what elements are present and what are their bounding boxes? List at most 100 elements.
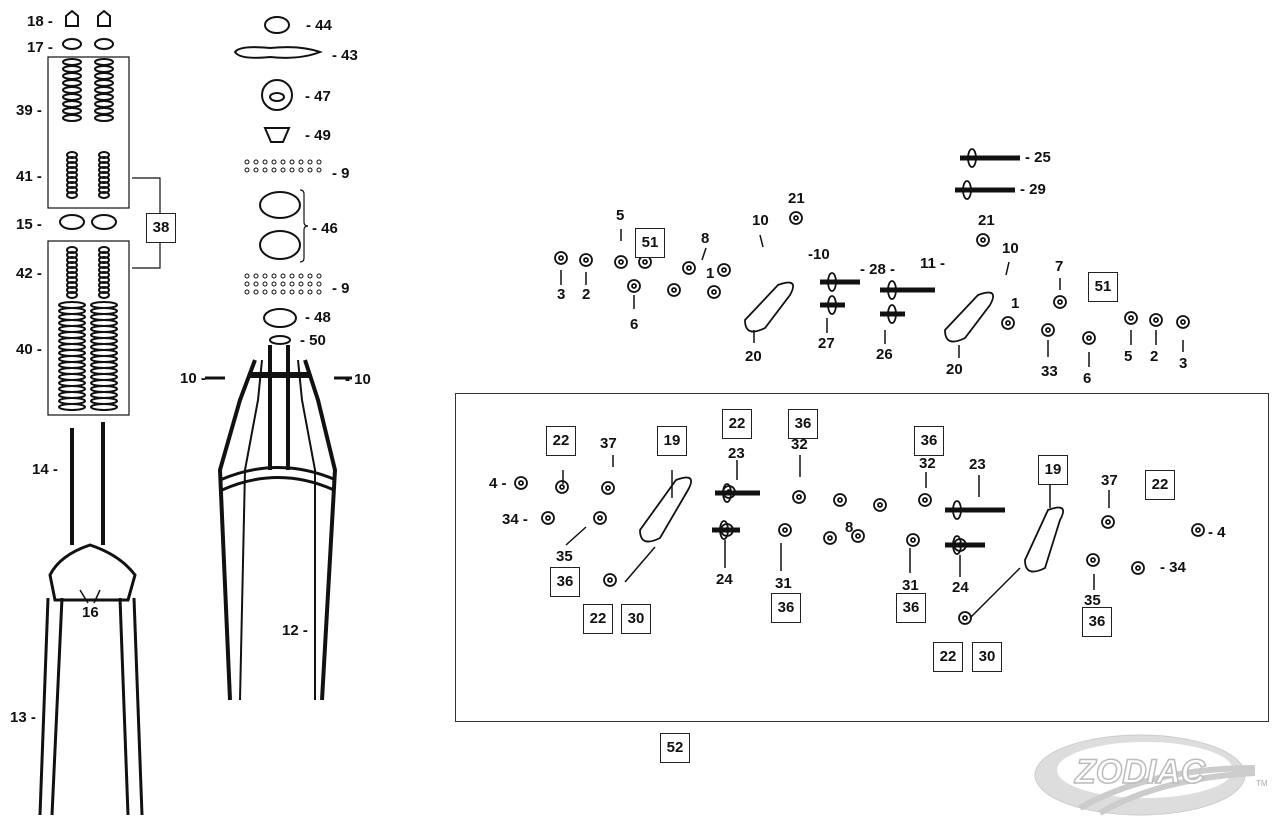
- small-part: [1131, 561, 1145, 575]
- small-part: [1124, 311, 1138, 325]
- callout-label: 2: [1150, 348, 1159, 365]
- boxed-callout-label: 36: [788, 409, 818, 439]
- bearing-ball: [298, 167, 304, 173]
- bolt-head: [719, 520, 729, 540]
- small-part: [833, 493, 847, 507]
- bearing-ball: [289, 289, 295, 295]
- callout-label: 31: [775, 575, 792, 592]
- bearing-ball: [244, 159, 250, 165]
- small-part-hole: [597, 515, 603, 521]
- bearing-ball: [253, 281, 259, 287]
- part-49: [263, 127, 291, 143]
- small-part-hole: [1057, 299, 1063, 305]
- bearing-ball: [280, 159, 286, 165]
- bearing-ball: [298, 289, 304, 295]
- small-part: [579, 253, 593, 267]
- zodiac-logo: ZODIAC TM: [1030, 728, 1270, 823]
- bearing-ball: [289, 159, 295, 165]
- callout-label: - 4: [1208, 524, 1226, 541]
- boxed-callout-label: 19: [657, 426, 687, 456]
- callout-label: 33: [1041, 363, 1058, 380]
- steering-stem: [268, 345, 290, 470]
- bolt-head: [967, 148, 977, 168]
- bolt-head: [827, 295, 837, 315]
- part-50: [269, 335, 291, 345]
- boxed-callout-label: 22: [1145, 470, 1175, 500]
- callout-label: 41 -: [16, 168, 42, 185]
- callout-label: 20: [946, 361, 963, 378]
- callout-label: - 29: [1020, 181, 1046, 198]
- callout-label: -10: [808, 246, 830, 263]
- callout-label: - 47: [305, 88, 331, 105]
- bearing-ball: [271, 167, 277, 173]
- small-part: [554, 251, 568, 265]
- boxed-callout-label: 52: [660, 733, 690, 763]
- boxed-callout-label: 22: [722, 409, 752, 439]
- small-hardware-parts: [514, 148, 1205, 625]
- bearing-ball: [280, 289, 286, 295]
- part-48: [263, 308, 297, 328]
- small-part-hole: [583, 257, 589, 263]
- spring-coil: [62, 93, 82, 101]
- small-part: [851, 529, 865, 543]
- bolt-head: [887, 280, 897, 300]
- boxed-callout-label: 38: [146, 213, 176, 243]
- small-part: [792, 490, 806, 504]
- bearing-ball: [253, 159, 259, 165]
- callout-label: - 34: [1160, 559, 1186, 576]
- small-part-hole: [1090, 557, 1096, 563]
- bearing-ball: [262, 273, 268, 279]
- small-part: [1191, 523, 1205, 537]
- bearing-ball: [253, 167, 259, 173]
- small-part-hole: [618, 259, 624, 265]
- spring-coil: [62, 72, 82, 80]
- spring-coil: [94, 100, 114, 108]
- small-part: [707, 285, 721, 299]
- bearing-ball: [253, 289, 259, 295]
- callout-label: 17 -: [27, 39, 53, 56]
- callout-label: 35: [1084, 592, 1101, 609]
- spring-coil: [94, 72, 114, 80]
- ball-bearings-9: [244, 159, 322, 295]
- callout-label: 32: [919, 455, 936, 472]
- callout-label: 21: [978, 212, 995, 229]
- fork-legs-13: [38, 597, 144, 816]
- leader-lines: [560, 229, 1184, 619]
- bearing-ball: [316, 167, 322, 173]
- callout-label: 35: [556, 548, 573, 565]
- bolt-head: [722, 483, 732, 503]
- spring-coil: [98, 291, 110, 299]
- bearing-ball: [298, 273, 304, 279]
- bearing-ball: [262, 281, 268, 287]
- small-part: [976, 233, 990, 247]
- small-part: [1101, 515, 1115, 529]
- callout-label: - 28 -: [860, 261, 896, 278]
- callout-label: 15 -: [16, 216, 42, 233]
- callout-label: 14 -: [32, 461, 58, 478]
- small-part: [958, 611, 972, 625]
- bearing-ball: [262, 167, 268, 173]
- link-plate: [1024, 506, 1064, 573]
- callout-label: - 9: [332, 165, 350, 182]
- bearing-ball: [244, 167, 250, 173]
- small-part: [823, 531, 837, 545]
- small-part-hole: [559, 484, 565, 490]
- callout-label: 27: [818, 335, 835, 352]
- callout-label: 24: [952, 579, 969, 596]
- bearing-ball: [262, 289, 268, 295]
- spring-coil: [62, 58, 82, 66]
- lower-spring-group-frame: [47, 240, 130, 416]
- bearing-ball: [280, 281, 286, 287]
- small-part-hole: [1086, 335, 1092, 341]
- callout-label: 26: [876, 346, 893, 363]
- rods-14: [70, 422, 105, 545]
- nuts-17-18: [59, 9, 117, 230]
- spring-coil: [62, 114, 82, 122]
- callout-label: 13 -: [10, 709, 36, 726]
- callout-label: 23: [969, 456, 986, 473]
- bearing-ball: [289, 167, 295, 173]
- callout-label: 11 -: [920, 255, 946, 272]
- small-part: [789, 211, 803, 225]
